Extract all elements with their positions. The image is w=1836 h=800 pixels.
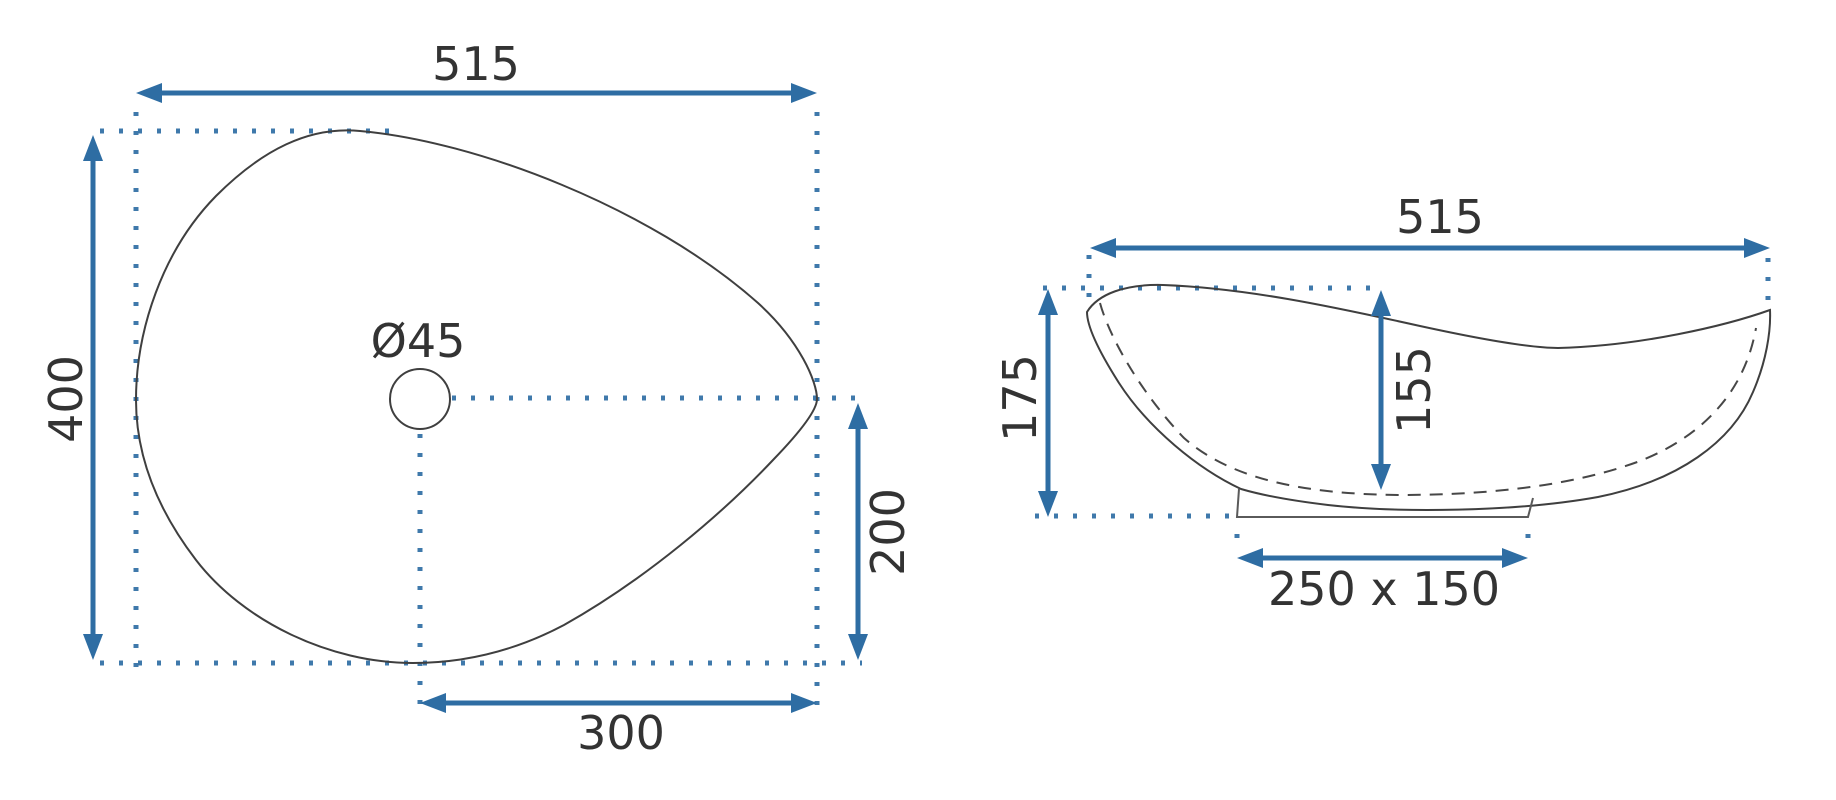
basin-top-view-outline: [134, 129, 819, 665]
side-view: 515 175 155 250 x 150: [993, 190, 1772, 616]
top-view: 515 400 Ø45 200 300: [39, 37, 915, 760]
base-250x150-label: 250 x 150: [1268, 562, 1500, 616]
arrow-down-head: [1371, 464, 1391, 490]
top-view-depth-label: 400: [39, 355, 93, 443]
basin-side-view-outline: [1085, 283, 1772, 511]
depth-155-label: 155: [1387, 346, 1441, 434]
side-view-inner-depth-dimension: 155: [1371, 290, 1441, 490]
arrow-up-head: [848, 403, 868, 429]
arrow-left-head: [420, 693, 446, 713]
basin-inner-profile-dashed: [1099, 302, 1757, 497]
arrow-up-head: [83, 135, 103, 161]
arrow-down-head: [83, 634, 103, 660]
top-view-depth-dimension: 400: [39, 135, 103, 660]
arrow-down-head: [1038, 491, 1058, 517]
arrow-right-head: [791, 83, 817, 103]
side-view-base-dimension: 250 x 150: [1237, 548, 1528, 616]
side-view-width-dimension: 515: [1090, 190, 1770, 258]
top-view-offset-bottom-dimension: 300: [420, 693, 817, 760]
arrow-down-head: [848, 634, 868, 660]
arrow-left-head: [1237, 548, 1263, 568]
top-view-width-dimension: 515: [136, 37, 817, 103]
arrow-right-head: [1502, 548, 1528, 568]
offset-200-label: 200: [861, 488, 915, 576]
arrow-left-head: [1090, 238, 1116, 258]
drain-diameter-label: Ø45: [371, 314, 466, 368]
top-view-width-label: 515: [432, 37, 520, 91]
arrow-up-head: [1038, 289, 1058, 315]
arrow-left-head: [136, 83, 162, 103]
offset-300-label: 300: [577, 706, 665, 760]
drain-hole: [389, 368, 451, 430]
basin-base-plate: [1235, 488, 1534, 518]
side-view-height-dimension: 175: [993, 289, 1058, 517]
top-view-offset-right-dimension: 200: [848, 403, 915, 660]
height-175-label: 175: [993, 354, 1047, 442]
arrow-right-head: [791, 693, 817, 713]
arrow-up-head: [1371, 290, 1391, 316]
side-view-width-label: 515: [1396, 190, 1484, 244]
arrow-right-head: [1744, 238, 1770, 258]
